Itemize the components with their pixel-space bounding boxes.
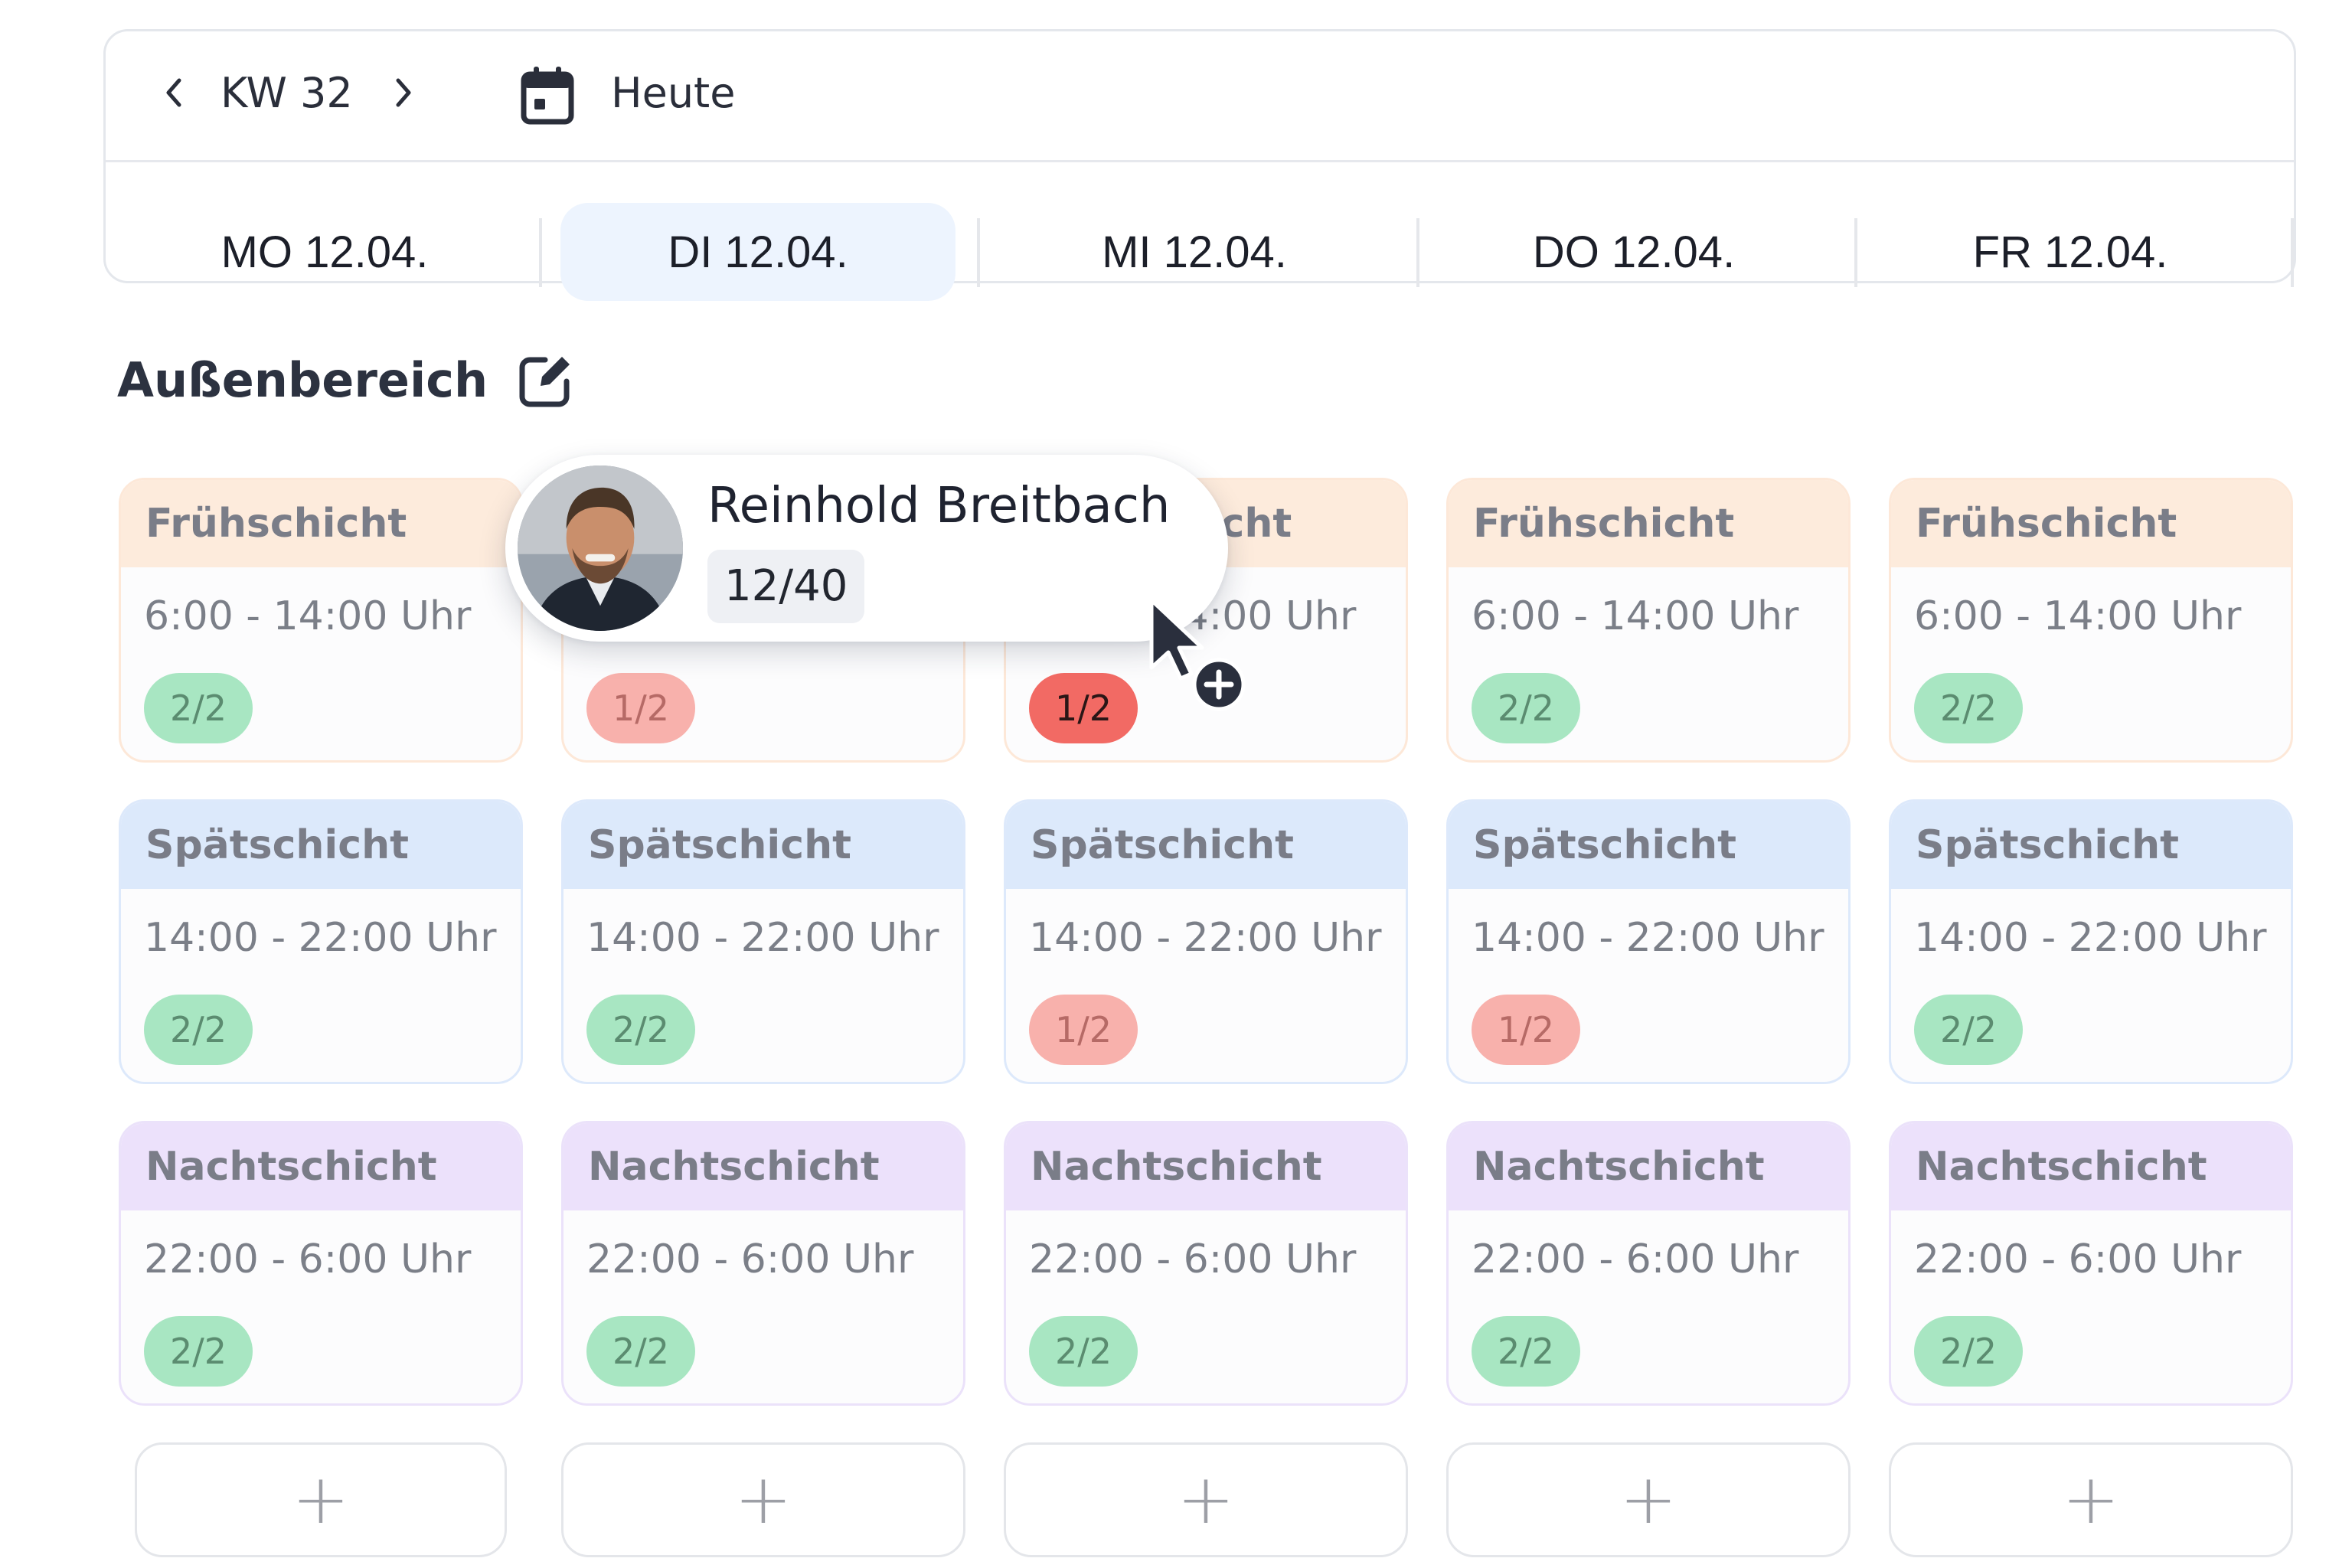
calendar-icon[interactable] bbox=[519, 65, 576, 126]
day-tabs: MO 12.04. DI 12.04. MI 12.04. DO 12.04. … bbox=[106, 160, 2294, 301]
add-shift-button[interactable]: + bbox=[135, 1442, 507, 1557]
staffing-badge: 2/2 bbox=[1914, 995, 2024, 1065]
shift-time: 14:00 - 22:00 Uhr bbox=[144, 915, 497, 961]
shift-card-late-mi[interactable]: Spätschicht 14:00 - 22:00 Uhr 1/2 bbox=[1004, 799, 1408, 1084]
shift-card-night-mi[interactable]: Nachtschicht 22:00 - 6:00 Uhr 2/2 bbox=[1004, 1121, 1408, 1406]
add-shift-button[interactable]: + bbox=[561, 1442, 965, 1557]
day-divider bbox=[977, 218, 980, 287]
day-divider bbox=[539, 218, 542, 287]
add-shift-button[interactable]: + bbox=[1889, 1442, 2293, 1557]
shift-card-night-do[interactable]: Nachtschicht 22:00 - 6:00 Uhr 2/2 bbox=[1446, 1121, 1851, 1406]
staffing-badge: 1/2 bbox=[1029, 673, 1138, 743]
plus-icon: + bbox=[734, 1459, 792, 1540]
shift-time: 14:00 - 22:00 Uhr bbox=[1914, 915, 2267, 961]
day-tab-mo[interactable]: MO 12.04. bbox=[220, 227, 429, 277]
staffing-badge: 2/2 bbox=[144, 673, 253, 743]
shift-time: 6:00 - 14:00 Uhr bbox=[1914, 593, 2242, 639]
shift-time: 14:00 - 22:00 Uhr bbox=[1029, 915, 1382, 961]
staffing-badge: 2/2 bbox=[586, 995, 696, 1065]
shift-card-early-do[interactable]: Frühschicht 6:00 - 14:00 Uhr 2/2 bbox=[1446, 478, 1851, 763]
shift-name: Frühschicht bbox=[1891, 480, 2291, 567]
staffing-badge: 2/2 bbox=[1914, 673, 2024, 743]
shift-time: 6:00 - 14:00 Uhr bbox=[144, 593, 472, 639]
edit-icon[interactable] bbox=[514, 351, 576, 412]
staffing-badge: 1/2 bbox=[1472, 995, 1581, 1065]
shift-time: 14:00 - 22:00 Uhr bbox=[1472, 915, 1824, 961]
shift-name: Frühschicht bbox=[121, 480, 521, 567]
shift-card-night-mo[interactable]: Nachtschicht 22:00 - 6:00 Uhr 2/2 bbox=[119, 1121, 523, 1406]
add-shift-button[interactable]: + bbox=[1004, 1442, 1408, 1557]
shift-name: Spätschicht bbox=[121, 802, 521, 889]
shift-card-late-di[interactable]: Spätschicht 14:00 - 22:00 Uhr 2/2 bbox=[561, 799, 965, 1084]
shift-name: Spätschicht bbox=[1891, 802, 2291, 889]
staffing-badge: 2/2 bbox=[1914, 1316, 2024, 1387]
shift-card-early-mo[interactable]: Frühschicht 6:00 - 14:00 Uhr 2/2 bbox=[119, 478, 523, 763]
staffing-badge: 2/2 bbox=[144, 995, 253, 1065]
shift-time: 22:00 - 6:00 Uhr bbox=[1029, 1236, 1357, 1282]
shift-time: 22:00 - 6:00 Uhr bbox=[144, 1236, 472, 1282]
chevron-left-icon bbox=[166, 78, 181, 107]
section-title: Außenbereich bbox=[117, 352, 488, 408]
staffing-badge: 2/2 bbox=[586, 1316, 696, 1387]
shift-card-late-do[interactable]: Spätschicht 14:00 - 22:00 Uhr 1/2 bbox=[1446, 799, 1851, 1084]
avatar bbox=[514, 462, 686, 634]
shift-name: Nachtschicht bbox=[564, 1123, 963, 1210]
day-tab-do[interactable]: DO 12.04. bbox=[1532, 227, 1736, 277]
next-week-button[interactable] bbox=[380, 70, 426, 116]
shift-time: 14:00 - 22:00 Uhr bbox=[586, 915, 939, 961]
shift-name: Nachtschicht bbox=[1891, 1123, 2291, 1210]
shift-time: 22:00 - 6:00 Uhr bbox=[1914, 1236, 2242, 1282]
plus-icon: + bbox=[1177, 1459, 1235, 1540]
shift-name: Nachtschicht bbox=[1006, 1123, 1406, 1210]
week-label: KW 32 bbox=[220, 69, 353, 117]
shift-time: 22:00 - 6:00 Uhr bbox=[586, 1236, 914, 1282]
chevron-right-icon bbox=[396, 78, 411, 107]
day-divider bbox=[1854, 218, 1857, 287]
shift-name: Nachtschicht bbox=[1449, 1123, 1848, 1210]
day-divider bbox=[2291, 218, 2294, 287]
shift-time: 22:00 - 6:00 Uhr bbox=[1472, 1236, 1799, 1282]
add-shift-button[interactable]: + bbox=[1446, 1442, 1851, 1557]
staffing-badge: 2/2 bbox=[1472, 673, 1581, 743]
day-tab-di[interactable]: DI 12.04. bbox=[560, 203, 956, 301]
employee-name: Reinhold Breitbach bbox=[707, 478, 1171, 534]
staffing-badge: 2/2 bbox=[1029, 1316, 1138, 1387]
staffing-badge: 1/2 bbox=[1029, 995, 1138, 1065]
day-tab-mi[interactable]: MI 12.04. bbox=[1102, 227, 1287, 277]
staffing-badge: 2/2 bbox=[1472, 1316, 1581, 1387]
shift-card-night-fr[interactable]: Nachtschicht 22:00 - 6:00 Uhr 2/2 bbox=[1889, 1121, 2293, 1406]
avatar-portrait bbox=[518, 466, 683, 631]
day-divider bbox=[1416, 218, 1419, 287]
plus-icon: + bbox=[292, 1459, 350, 1540]
plus-icon: + bbox=[1619, 1459, 1677, 1540]
shift-card-late-mo[interactable]: Spätschicht 14:00 - 22:00 Uhr 2/2 bbox=[119, 799, 523, 1084]
staffing-badge: 1/2 bbox=[586, 673, 696, 743]
dragged-employee-card[interactable]: Reinhold Breitbach 12/40 bbox=[505, 455, 1228, 642]
shift-name: Frühschicht bbox=[1449, 480, 1848, 567]
shift-card-late-fr[interactable]: Spätschicht 14:00 - 22:00 Uhr 2/2 bbox=[1889, 799, 2293, 1084]
shift-card-early-fr[interactable]: Frühschicht 6:00 - 14:00 Uhr 2/2 bbox=[1889, 478, 2293, 763]
day-tab-fr[interactable]: FR 12.04. bbox=[1972, 227, 2168, 277]
shift-time: 6:00 - 14:00 Uhr bbox=[1472, 593, 1799, 639]
week-navigation-card: KW 32 Heute MO 12.04. DI 12.04. MI 12.04… bbox=[103, 29, 2296, 301]
shift-name: Spätschicht bbox=[1006, 802, 1406, 889]
shift-name: Spätschicht bbox=[1449, 802, 1848, 889]
shift-name: Nachtschicht bbox=[121, 1123, 521, 1210]
shift-name: Spätschicht bbox=[564, 802, 963, 889]
toolbar: KW 32 Heute bbox=[106, 31, 2294, 162]
plus-icon: + bbox=[2062, 1459, 2120, 1540]
today-button[interactable]: Heute bbox=[611, 69, 736, 117]
shift-card-night-di[interactable]: Nachtschicht 22:00 - 6:00 Uhr 2/2 bbox=[561, 1121, 965, 1406]
staffing-badge: 2/2 bbox=[144, 1316, 253, 1387]
prev-week-button[interactable] bbox=[152, 70, 198, 116]
employee-hours: 12/40 bbox=[707, 550, 865, 623]
